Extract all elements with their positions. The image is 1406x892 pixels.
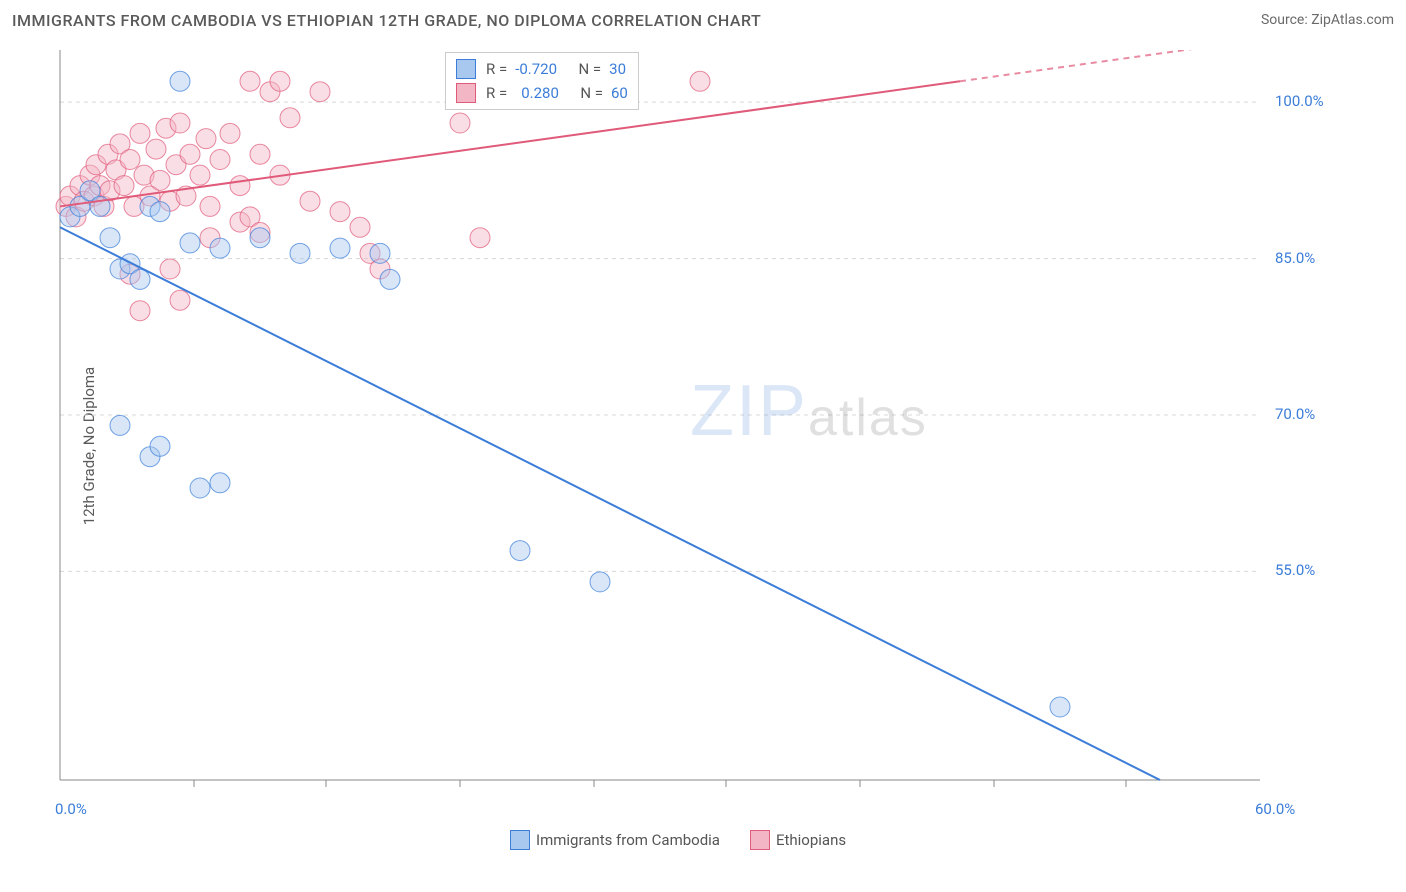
y-tick-label: 55.0% xyxy=(1275,561,1315,579)
legend-row-ethiopians: R = 0.280 N = 60 xyxy=(456,81,628,105)
scatter-chart xyxy=(50,50,1350,820)
y-tick-label: 100.0% xyxy=(1275,92,1324,110)
swatch-icon xyxy=(750,830,770,850)
plot-area: ZIPatlas R = -0.720 N = 30 R = 0.280 N =… xyxy=(50,50,1350,820)
legend-label: Immigrants from Cambodia xyxy=(536,831,720,849)
swatch-icon xyxy=(456,83,476,103)
y-tick-label: 70.0% xyxy=(1275,405,1315,423)
source-label: Source: xyxy=(1261,12,1308,28)
legend-item-ethiopians: Ethiopians xyxy=(750,830,846,850)
r-value: 0.280 xyxy=(521,81,559,105)
n-value: 30 xyxy=(609,57,626,81)
r-value: -0.720 xyxy=(515,57,557,81)
x-tick-label: 0.0% xyxy=(55,800,87,818)
y-tick-label: 85.0% xyxy=(1275,249,1315,267)
legend-item-cambodia: Immigrants from Cambodia xyxy=(510,830,720,850)
legend-label: Ethiopians xyxy=(776,831,846,849)
swatch-icon xyxy=(456,59,476,79)
source-link[interactable]: ZipAtlas.com xyxy=(1311,12,1394,28)
series-legend: Immigrants from Cambodia Ethiopians xyxy=(510,830,846,850)
source-attribution: Source: ZipAtlas.com xyxy=(1261,12,1394,28)
legend-row-cambodia: R = -0.720 N = 30 xyxy=(456,57,628,81)
swatch-icon xyxy=(510,830,530,850)
x-tick-label: 60.0% xyxy=(1255,800,1295,818)
n-value: 60 xyxy=(611,81,628,105)
correlation-legend: R = -0.720 N = 30 R = 0.280 N = 60 xyxy=(445,52,639,110)
header-bar: IMMIGRANTS FROM CAMBODIA VS ETHIOPIAN 12… xyxy=(0,0,1406,40)
chart-title: IMMIGRANTS FROM CAMBODIA VS ETHIOPIAN 12… xyxy=(12,11,761,30)
